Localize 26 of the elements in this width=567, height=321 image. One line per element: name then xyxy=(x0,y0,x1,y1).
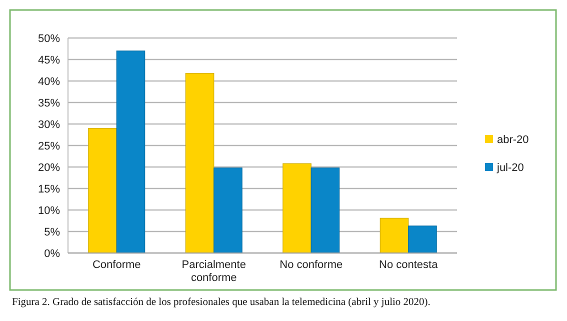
y-tick-label: 45% xyxy=(38,54,60,66)
bar xyxy=(88,128,117,254)
y-tick-label: 5% xyxy=(44,226,60,238)
y-tick-label: 50% xyxy=(38,32,60,45)
y-tick-label: 15% xyxy=(38,183,60,196)
y-tick-label: 35% xyxy=(38,97,60,110)
legend-label: jul-20 xyxy=(496,162,524,174)
y-tick-label: 20% xyxy=(38,162,60,174)
x-tick-label: No conforme xyxy=(280,259,343,271)
y-tick-label: 30% xyxy=(38,118,60,131)
y-tick-label: 25% xyxy=(38,140,60,152)
bar xyxy=(282,163,312,254)
y-tick-label: 0% xyxy=(44,248,60,260)
text: Figura 2. Grado de satisfacción de los profesionales que usaban la telemedicina (abril y julio 2020). xyxy=(12,297,430,308)
x-tick-label: No contesta xyxy=(379,259,439,271)
y-tick-label: 40% xyxy=(38,76,60,88)
legend-label: abr-20 xyxy=(497,134,529,146)
bar xyxy=(380,218,409,254)
y-tick-label: 10% xyxy=(38,204,60,217)
bar xyxy=(310,168,340,254)
x-tick-label: Conforme xyxy=(92,259,141,271)
bar xyxy=(408,226,437,254)
bar xyxy=(185,72,214,254)
x-tick-label: Parcialmente conforme xyxy=(182,259,246,284)
bar xyxy=(116,50,146,254)
bar xyxy=(214,168,242,254)
